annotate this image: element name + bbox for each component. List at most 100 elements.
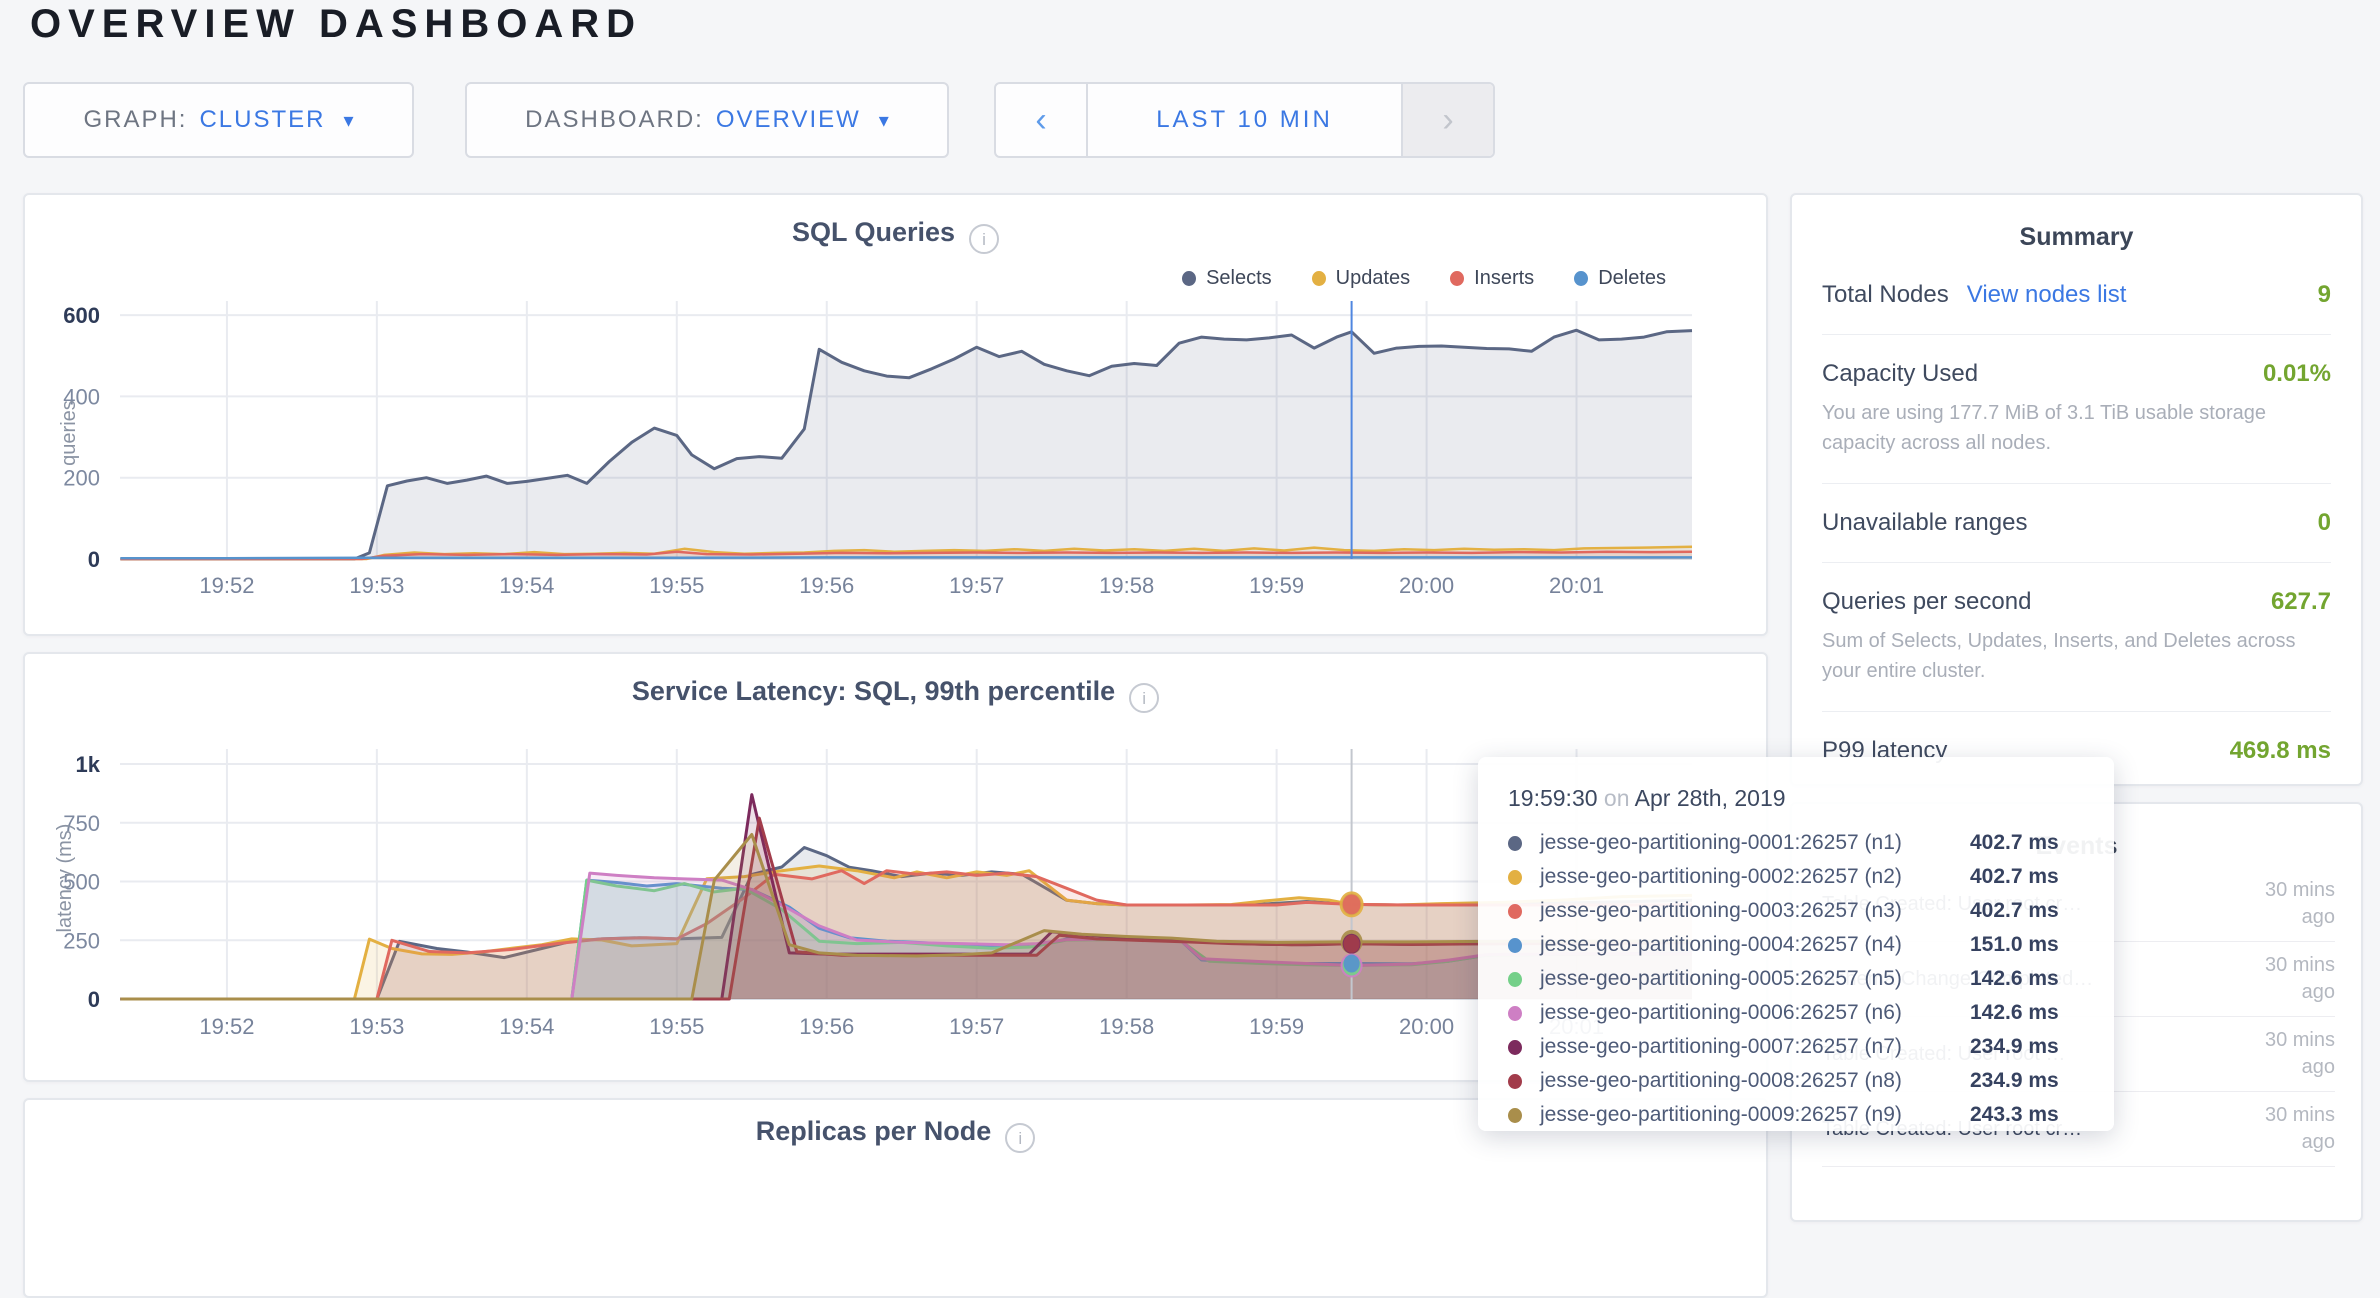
x-axis-tick: 19:56 — [799, 573, 854, 598]
series-line — [120, 545, 1693, 561]
tooltip-node-name: jesse-geo-partitioning-0008:26257 (n8) — [1540, 1069, 1902, 1092]
node-color-dot-icon — [1508, 1073, 1522, 1089]
x-axis-tick: 19:56 — [799, 1014, 854, 1039]
page-title: OVERVIEW DASHBOARD — [30, 2, 642, 46]
node-color-dot-icon — [1508, 835, 1522, 851]
tooltip-node-value: 142.6 ms — [1970, 967, 2059, 990]
chevron-left-icon: ‹ — [1035, 100, 1047, 139]
tooltip-node-value: 243.3 ms — [1970, 1103, 2059, 1126]
node-color-dot-icon — [1508, 971, 1522, 987]
replicas-per-node-title: Replicas per Node i — [25, 1116, 1766, 1153]
x-axis-tick: 19:58 — [1099, 573, 1154, 598]
tooltip-node-name: jesse-geo-partitioning-0003:26257 (n3) — [1540, 899, 1902, 922]
sql-queries-chart[interactable]: 19:52 19:53 19:54 19:55 19:56 19:57 19:58 19:59… — [25, 195, 1770, 638]
tooltip-timestamp: 19:59:30 on Apr 28th, 2019 — [1508, 785, 2084, 812]
summary-row-unavailable-ranges: Unavailable ranges 0 — [1822, 484, 2331, 563]
tooltip-node-name: jesse-geo-partitioning-0005:26257 (n5) — [1540, 967, 1902, 990]
tooltip-on: on — [1603, 785, 1630, 811]
node-color-dot-icon — [1508, 903, 1522, 919]
graph-dropdown[interactable]: GRAPH: CLUSTER ▾ — [23, 82, 414, 158]
summary-row-total-nodes: Total Nodes View nodes list 9 — [1822, 256, 2331, 335]
x-axis-tick: 19:53 — [349, 1014, 404, 1039]
time-window-next-button[interactable]: › — [1401, 84, 1493, 156]
legend-label: Inserts — [1474, 267, 1535, 289]
y-axis-tick: 750 — [63, 811, 100, 836]
x-axis-tick: 19:57 — [949, 573, 1004, 598]
y-axis-label: latency (ms) — [54, 824, 76, 933]
summary-label: Total Nodes — [1822, 281, 1949, 308]
tooltip-node-name: jesse-geo-partitioning-0002:26257 (n2) — [1540, 865, 1902, 888]
y-axis-tick: 200 — [63, 466, 100, 491]
summary-row-capacity-used: Capacity Used 0.01% You are using 177.7 … — [1822, 335, 2331, 484]
series-line — [120, 869, 1692, 1001]
series-line — [120, 550, 1693, 561]
sql-queries-card: SQL Queries i Selects Updates Inserts Delete… — [23, 193, 1768, 636]
y-axis-tick: 250 — [63, 928, 100, 953]
x-axis-tick: 19:53 — [349, 573, 404, 598]
tooltip-row: jesse-geo-partitioning-0003:26257 (n3) 40… — [1508, 894, 2084, 928]
info-icon[interactable]: i — [969, 224, 1000, 254]
graph-dropdown-value: CLUSTER — [199, 106, 326, 133]
node-color-dot-icon — [1508, 937, 1522, 953]
time-window-label[interactable]: LAST 10 MIN — [1156, 106, 1333, 133]
sql-queries-title: SQL Queries i — [25, 217, 1766, 254]
x-axis-tick: 19:54 — [499, 1014, 554, 1039]
summary-title: Summary — [2019, 223, 2134, 251]
event-time: 30 mins ago — [2264, 1029, 2335, 1078]
x-axis-tick: 20:00 — [1399, 573, 1454, 598]
tooltip-node-value: 142.6 ms — [1970, 1001, 2059, 1024]
time-window-prev-button[interactable]: ‹ — [996, 84, 1088, 156]
x-axis-tick: 19:55 — [649, 573, 704, 598]
legend-dot-icon — [1311, 271, 1326, 286]
chevron-down-icon: ▾ — [343, 109, 354, 132]
legend-item: Updates — [1311, 267, 1411, 290]
series-line — [120, 833, 1693, 1001]
tooltip-node-name: jesse-geo-partitioning-0006:26257 (n6) — [1540, 1001, 1902, 1024]
x-axis-tick: 19:59 — [1249, 573, 1304, 598]
legend-label: Updates — [1335, 267, 1411, 289]
tooltip-row: jesse-geo-partitioning-0004:26257 (n4) 15… — [1508, 928, 2084, 962]
summary-label: Queries per second — [1822, 588, 2032, 615]
x-axis-tick: 20:00 — [1399, 1014, 1454, 1039]
series-line — [120, 556, 1692, 560]
summary-label: Unavailable ranges — [1822, 509, 2028, 536]
overview-dashboard-page: OVERVIEW DASHBOARD GRAPH: CLUSTER ▾ DASH… — [23, 2, 2363, 1298]
legend-dot-icon — [1450, 271, 1465, 286]
tooltip-row: jesse-geo-partitioning-0005:26257 (n5) 14… — [1508, 962, 2084, 996]
y-axis-tick: 0 — [88, 987, 100, 1012]
chart-title-text: SQL Queries — [791, 217, 956, 247]
tooltip-row: jesse-geo-partitioning-0009:26257 (n9) 24… — [1508, 1098, 2084, 1132]
tooltip-node-name: jesse-geo-partitioning-0009:26257 (n9) — [1540, 1103, 1902, 1126]
x-axis-tick: 19:52 — [199, 1014, 254, 1039]
tooltip-node-value: 151.0 ms — [1970, 933, 2059, 956]
tooltip-node-name: jesse-geo-partitioning-0001:26257 (n1) — [1540, 831, 1902, 854]
chart-title-text: Replicas per Node — [755, 1116, 992, 1146]
summary-value: 0.01% — [2262, 360, 2331, 387]
legend-dot-icon — [1574, 271, 1589, 286]
service-latency-chart[interactable]: 19:52 19:53 19:54 19:55 19:56 19:57 19:58 19:59… — [25, 654, 1770, 1084]
time-window-selector: ‹ LAST 10 MIN › — [994, 82, 1495, 158]
y-axis-tick: 600 — [63, 303, 100, 328]
summary-value: 469.8 ms — [2229, 737, 2331, 764]
info-icon[interactable]: i — [1129, 683, 1160, 713]
legend-item: Deletes — [1574, 267, 1666, 290]
chart-title-text: Service Latency: SQL, 99th percentile — [631, 676, 1116, 706]
tooltip-row: jesse-geo-partitioning-0002:26257 (n2) 40… — [1508, 860, 2084, 894]
y-axis-tick: 1k — [76, 752, 101, 777]
tooltip-node-value: 234.9 ms — [1970, 1069, 2059, 1092]
tooltip-node-name: jesse-geo-partitioning-0004:26257 (n4) — [1540, 933, 1902, 956]
dashboard-dropdown-label: DASHBOARD: — [525, 106, 704, 133]
x-axis-tick: 19:52 — [199, 573, 254, 598]
dashboard-dropdown[interactable]: DASHBOARD: OVERVIEW ▾ — [465, 82, 949, 158]
legend-item: Selects — [1182, 267, 1272, 290]
tooltip-row: jesse-geo-partitioning-0006:26257 (n6) 14… — [1508, 996, 2084, 1030]
chevron-right-icon: › — [1442, 100, 1454, 139]
tooltip-row: jesse-geo-partitioning-0008:26257 (n8) 23… — [1508, 1064, 2084, 1098]
event-time: 30 mins ago — [2264, 1104, 2335, 1153]
info-icon[interactable]: i — [1005, 1123, 1036, 1153]
tooltip-node-value: 402.7 ms — [1970, 865, 2059, 888]
view-nodes-list-link[interactable]: View nodes list — [1966, 281, 2127, 308]
tooltip-node-value: 402.7 ms — [1970, 899, 2059, 922]
summary-panel: Summary Total Nodes View nodes list 9 Ca… — [1790, 193, 2363, 786]
service-latency-card: Service Latency: SQL, 99th percentile i 1… — [23, 652, 1768, 1082]
